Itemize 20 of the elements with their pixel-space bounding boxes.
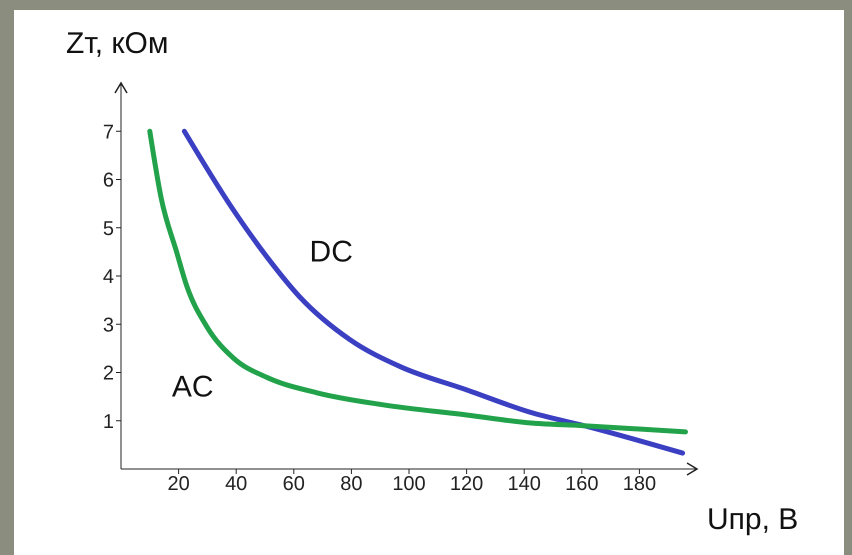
y-tick-label: 6 [102, 170, 114, 192]
x-axis-title: Uпр, В [707, 503, 798, 536]
y-tick-label: 3 [102, 314, 114, 336]
x-tick-label: 180 [622, 473, 656, 496]
y-tick-label: 4 [102, 266, 114, 288]
y-tick-label: 7 [102, 121, 114, 144]
x-tick-label: 60 [282, 473, 305, 496]
x-tick-label: 20 [167, 473, 190, 496]
y-tick-label: 1 [102, 410, 114, 433]
x-tick-label: 120 [450, 473, 484, 496]
x-tick-label: 140 [508, 473, 541, 496]
series-label: AC [172, 370, 214, 404]
series-label: DC [310, 236, 353, 269]
x-tick-label: 100 [392, 473, 426, 496]
y-axis-title: Zт, кОм [66, 27, 168, 60]
y-tick-label: 2 [102, 362, 114, 385]
x-tick-label: 40 [225, 473, 248, 496]
x-tick-label: 80 [340, 473, 363, 496]
x-tick-label: 160 [565, 473, 598, 496]
y-tick-label: 5 [102, 218, 114, 240]
